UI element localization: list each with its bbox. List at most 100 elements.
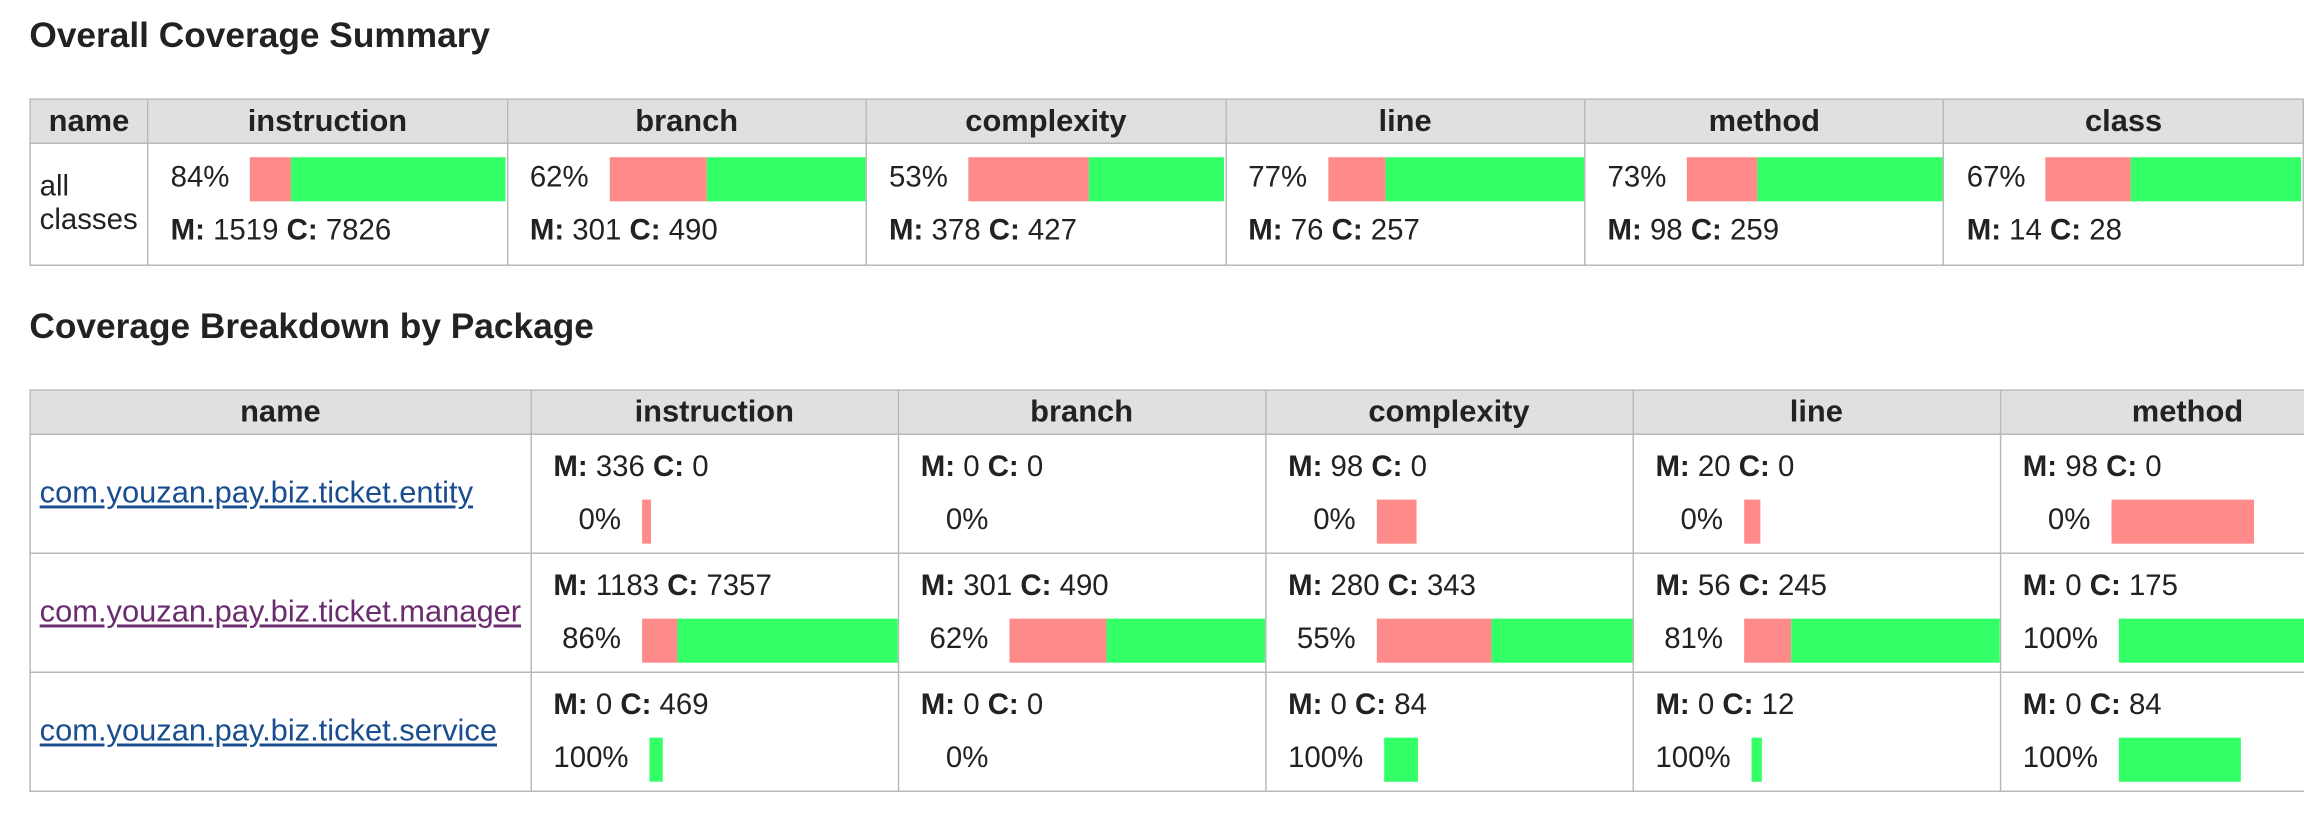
summary-table: name instruction branch complexity line metho… bbox=[29, 98, 2304, 266]
covered-bar bbox=[1106, 618, 1264, 663]
package-link[interactable]: com.youzan.pay.biz.ticket.entity bbox=[39, 476, 474, 510]
coverage-cell: 77% M: 76 C: 257 bbox=[1224, 142, 1586, 266]
counts: M: 301 C: 490 bbox=[530, 204, 865, 257]
coverage-bar bbox=[1008, 618, 1264, 663]
covered-label: C: bbox=[1371, 451, 1403, 484]
coverage-cell: M: 0 C: 0 0% bbox=[897, 671, 1267, 793]
covered-label: C: bbox=[2089, 570, 2121, 603]
package-link[interactable]: com.youzan.pay.biz.ticket.manager bbox=[39, 595, 522, 629]
missed-label: M: bbox=[889, 214, 924, 247]
percent: 0% bbox=[1313, 504, 1356, 537]
coverage-bar bbox=[968, 156, 1225, 201]
coverage-cell: 67% M: 14 C: 28 bbox=[1943, 142, 2304, 266]
coverage-cell: M: 0 C: 0 0% bbox=[897, 433, 1267, 554]
package-link[interactable]: com.youzan.pay.biz.ticket.service bbox=[39, 714, 498, 748]
missed-count: 56 bbox=[1697, 570, 1731, 603]
coverage-bar bbox=[1686, 156, 1943, 201]
covered-count: 259 bbox=[1730, 214, 1780, 247]
package-name: com.youzan.pay.biz.ticket.manager bbox=[29, 552, 532, 673]
missed-count: 0 bbox=[2065, 570, 2082, 603]
covered-bar bbox=[1386, 156, 1584, 201]
missed-label: M: bbox=[553, 451, 588, 484]
missed-bar bbox=[1743, 618, 1792, 663]
counts: M: 56 C: 245 bbox=[1655, 560, 1998, 613]
missed-label: M: bbox=[920, 689, 956, 722]
covered-count: 490 bbox=[1059, 570, 1109, 603]
covered-count: 0 bbox=[692, 451, 709, 484]
coverage-bar bbox=[2110, 499, 2255, 544]
missed-label: M: bbox=[1655, 689, 1690, 722]
covered-count: 0 bbox=[1777, 451, 1795, 484]
package-row: com.youzan.pay.biz.ticket.manager M: 1183… bbox=[29, 552, 2304, 673]
missed-label: M: bbox=[2022, 451, 2058, 484]
percent: 84% bbox=[170, 161, 230, 194]
counts: M: 0 C: 12 bbox=[1655, 679, 1998, 732]
missed-bar bbox=[1376, 499, 1417, 544]
percent: 0% bbox=[945, 504, 989, 537]
column-header: line bbox=[1224, 98, 1586, 145]
percent: 67% bbox=[1966, 161, 2026, 194]
covered-count: 257 bbox=[1370, 214, 1420, 247]
covered-count: 427 bbox=[1027, 214, 1077, 247]
column-header: name bbox=[29, 389, 532, 435]
missed-bar bbox=[641, 499, 652, 544]
counts: M: 301 C: 490 bbox=[920, 560, 1264, 613]
missed-label: M: bbox=[1655, 451, 1690, 484]
percent: 62% bbox=[929, 623, 989, 656]
covered-label: C: bbox=[1020, 570, 1052, 603]
column-header: complexity bbox=[865, 98, 1227, 145]
package-row: com.youzan.pay.biz.ticket.service M: 0 C:… bbox=[29, 671, 2304, 793]
percent: 0% bbox=[578, 504, 621, 537]
coverage-bar bbox=[1383, 737, 1419, 782]
missed-count: 14 bbox=[2009, 214, 2042, 247]
coverage-cell: M: 98 C: 0 0% bbox=[1264, 433, 1634, 554]
missed-label: M: bbox=[1607, 214, 1642, 247]
column-header: instruction bbox=[147, 98, 508, 145]
percent: 0% bbox=[2047, 504, 2091, 537]
covered-count: 84 bbox=[2128, 689, 2162, 722]
coverage-bar bbox=[1376, 499, 1417, 544]
package-table: name instruction branch complexity line metho… bbox=[29, 389, 2304, 793]
missed-bar bbox=[1008, 618, 1107, 663]
coverage-cell: 73% M: 98 C: 259 bbox=[1583, 142, 1945, 266]
column-header: branch bbox=[897, 389, 1267, 435]
missed-label: M: bbox=[553, 570, 588, 603]
covered-label: C: bbox=[620, 689, 652, 722]
covered-count: 343 bbox=[1426, 570, 1476, 603]
counts: M: 1183 C: 7357 bbox=[553, 560, 896, 613]
missed-count: 280 bbox=[1330, 570, 1380, 603]
percent-line: 100% bbox=[1655, 732, 1998, 785]
coverage-bar bbox=[649, 737, 664, 782]
percent-line: 84% bbox=[170, 151, 506, 204]
coverage-cell: M: 0 C: 84 100% bbox=[1999, 671, 2304, 793]
missed-label: M: bbox=[920, 570, 956, 603]
covered-count: 12 bbox=[1761, 689, 1795, 722]
percent-line: 100% bbox=[2023, 613, 2304, 666]
percent-line: 0% bbox=[2023, 494, 2304, 547]
percent: 77% bbox=[1248, 161, 1308, 194]
missed-bar bbox=[2046, 156, 2132, 201]
counts: M: 0 C: 84 bbox=[2023, 679, 2304, 732]
covered-label: C: bbox=[629, 214, 661, 247]
column-header: branch bbox=[506, 98, 868, 145]
covered-label: C: bbox=[987, 451, 1019, 484]
percent: 53% bbox=[889, 161, 948, 194]
covered-bar bbox=[2118, 618, 2304, 663]
coverage-bar bbox=[641, 618, 897, 663]
header-row: name instruction branch complexity line metho… bbox=[29, 389, 2304, 435]
package-row: com.youzan.pay.biz.ticket.entity M: 336 C… bbox=[29, 433, 2304, 554]
covered-count: 469 bbox=[659, 689, 709, 722]
counts: M: 98 C: 0 bbox=[2023, 441, 2304, 494]
covered-bar bbox=[1491, 618, 1632, 663]
covered-label: C: bbox=[1690, 214, 1722, 247]
missed-count: 0 bbox=[1330, 689, 1347, 722]
counts: M: 1519 C: 7826 bbox=[171, 204, 506, 257]
coverage-bar bbox=[2046, 156, 2302, 201]
coverage-bar bbox=[2118, 737, 2242, 782]
coverage-bar bbox=[1743, 618, 1999, 663]
coverage-cell: M: 0 C: 84 100% bbox=[1264, 671, 1634, 793]
coverage-bar bbox=[641, 499, 652, 544]
missed-count: 98 bbox=[1649, 214, 1683, 247]
covered-bar bbox=[2118, 737, 2242, 782]
section-title: Coverage Breakdown by Package bbox=[29, 307, 594, 347]
